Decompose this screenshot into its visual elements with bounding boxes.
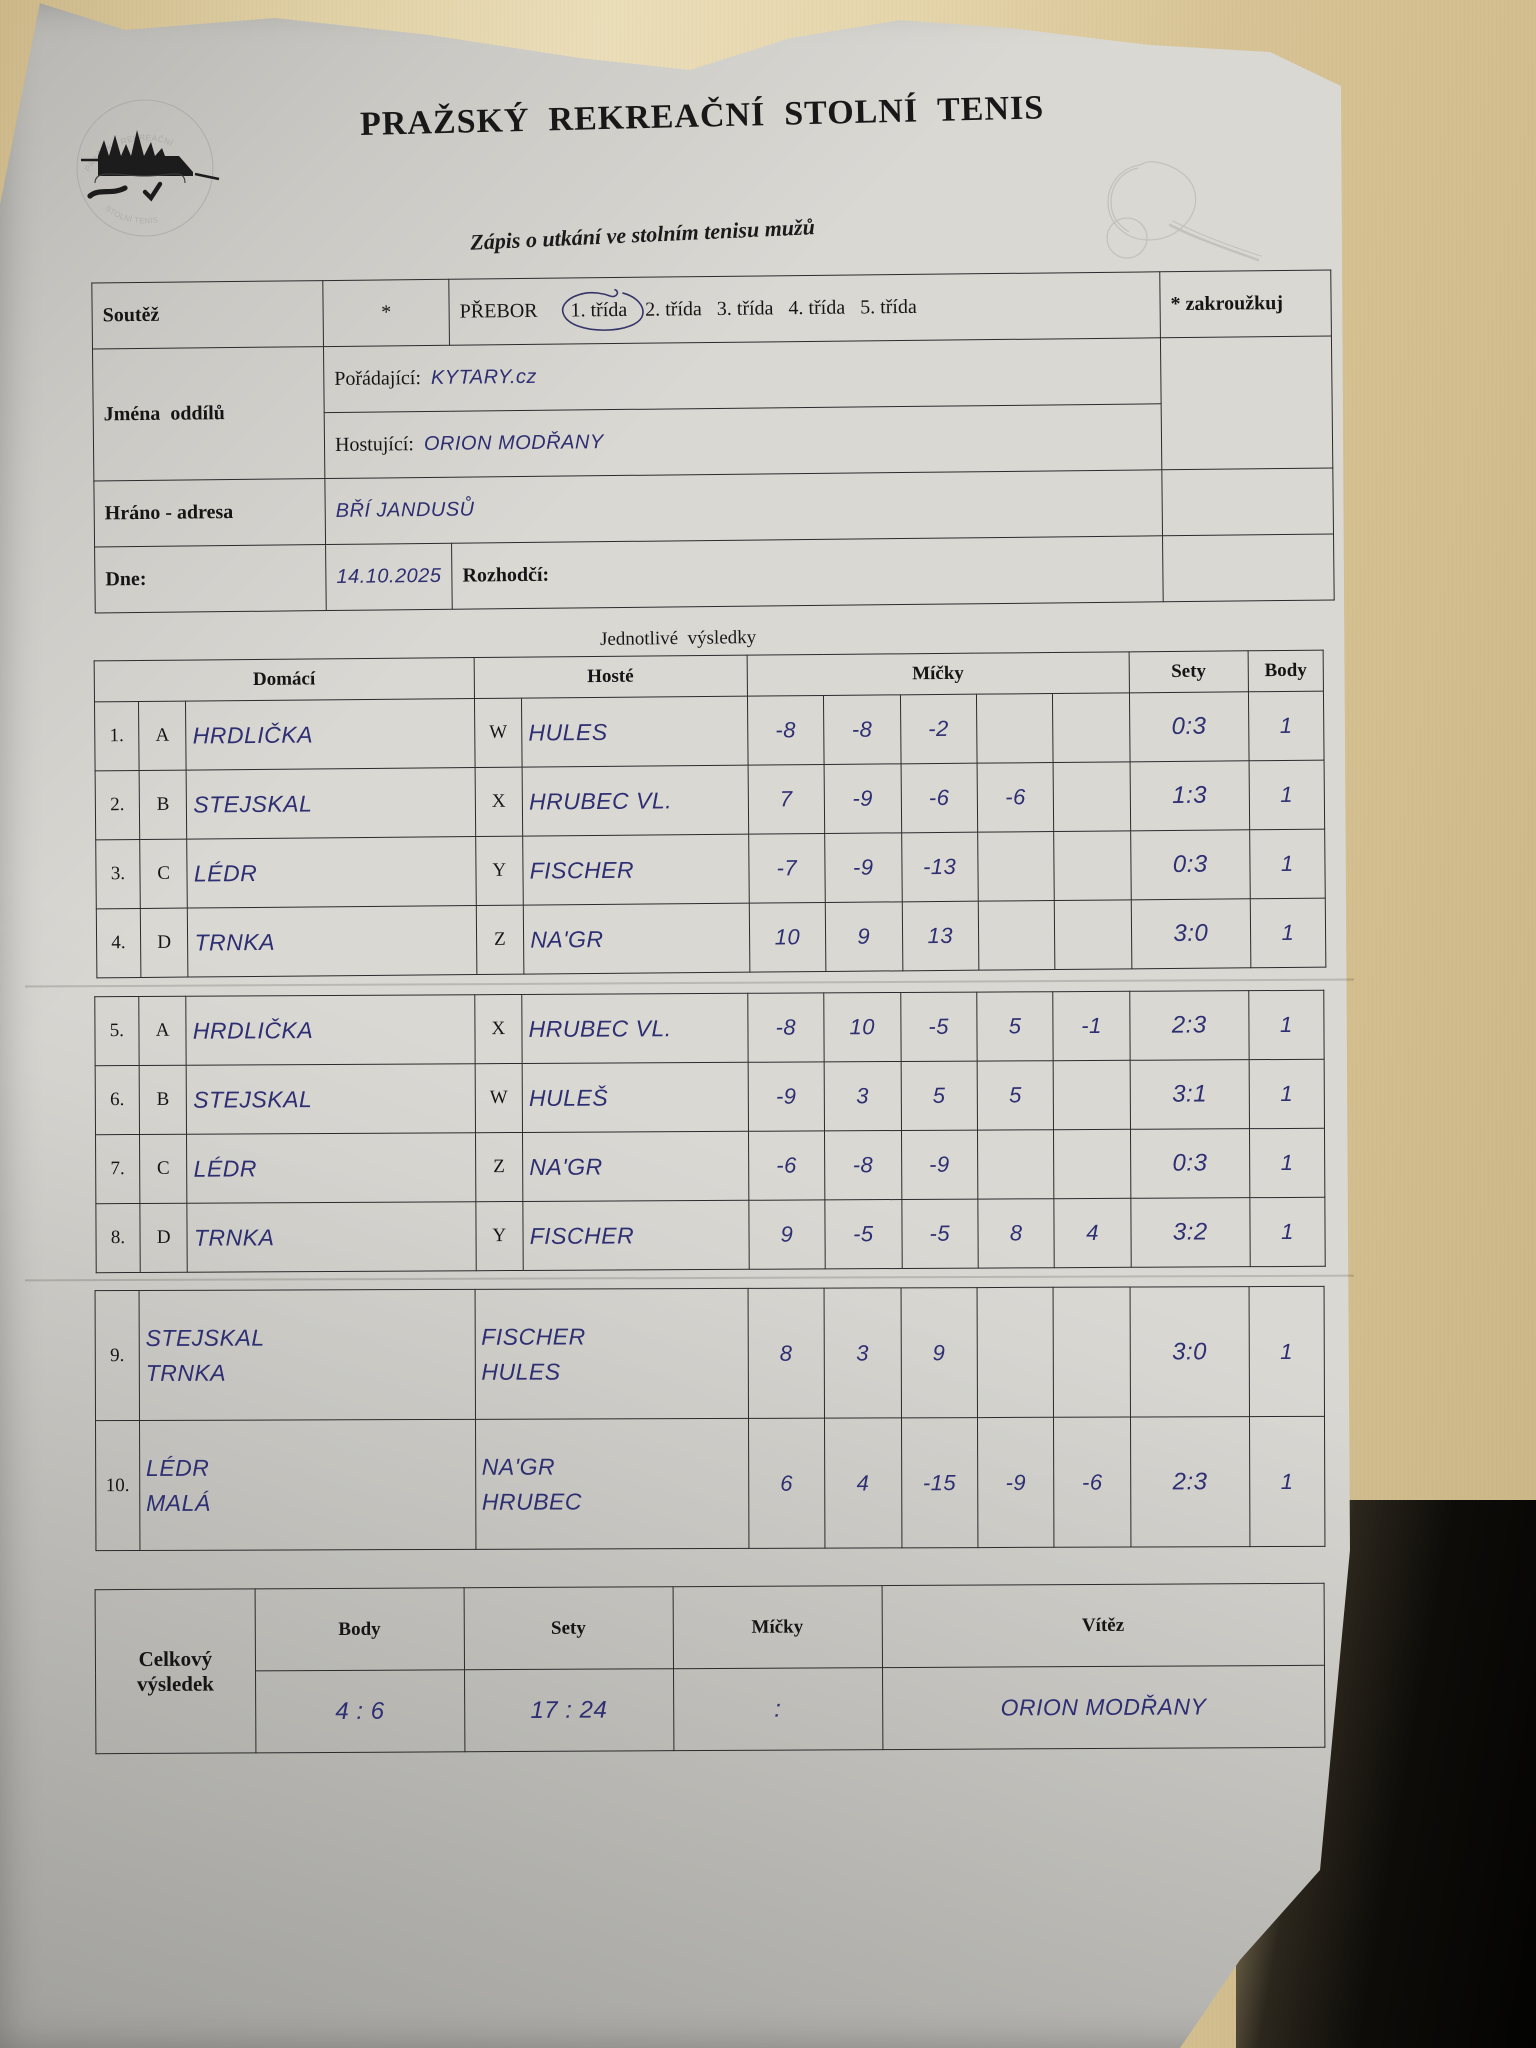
svg-text:STOLNÍ TENIS: STOLNÍ TENIS [104,204,159,226]
